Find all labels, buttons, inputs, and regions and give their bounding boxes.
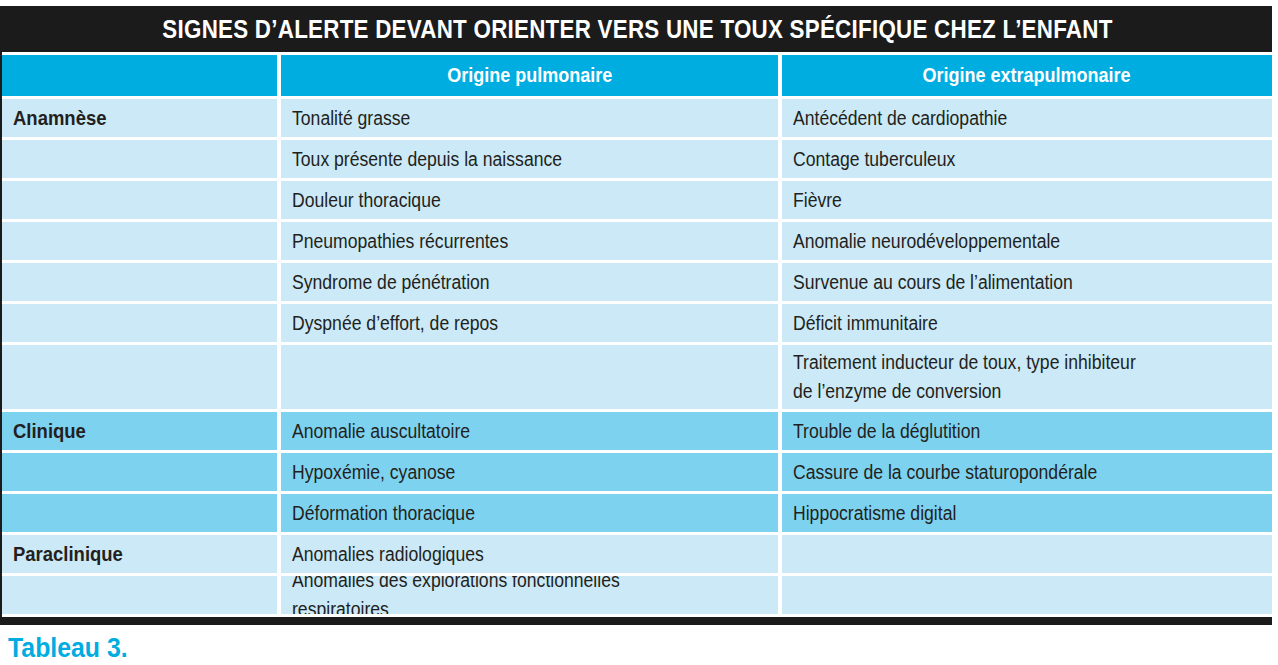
cell-text: Syndrome de pénétration bbox=[292, 268, 490, 297]
table-title: SIGNES D’ALERTE DEVANT ORIENTER VERS UNE… bbox=[162, 14, 1112, 45]
pulmonary-cell: Déformation thoracique bbox=[281, 494, 778, 532]
column-header-row: Origine pulmonaire Origine extrapulmonai… bbox=[2, 55, 1272, 96]
row-group-label-cell bbox=[2, 263, 277, 301]
cell-text: Toux présente depuis la naissance bbox=[292, 145, 562, 174]
table-row: Clinique Anomalie auscultatoire Trouble de… bbox=[2, 412, 1272, 450]
row-group-label-cell bbox=[2, 140, 277, 178]
cell-text: Hypoxémie, cyanose bbox=[292, 458, 455, 487]
row-group-label-cell bbox=[2, 494, 277, 532]
pulmonary-cell: Anomalies des explorations fonctionnelle… bbox=[281, 576, 778, 614]
cell-text: Anamnèse bbox=[13, 103, 106, 133]
cell-text: Tonalité grasse bbox=[292, 104, 410, 133]
cell-text: Clinique bbox=[13, 416, 86, 446]
extrapulmonary-cell: Cassure de la courbe staturopondérale bbox=[782, 453, 1272, 491]
pulmonary-cell bbox=[281, 345, 778, 409]
table-row: Hypoxémie, cyanose Cassure de la courbe s… bbox=[2, 453, 1272, 491]
table-body: Anamnèse Tonalité grasse Antécédent de car… bbox=[2, 99, 1272, 614]
extrapulmonary-cell: Anomalie neurodéveloppementale bbox=[782, 222, 1272, 260]
pulmonary-cell: Anomalies radiologiques bbox=[281, 535, 778, 573]
row-group-label-cell: Paraclinique bbox=[2, 535, 277, 573]
cell-text: Anomalies radiologiques bbox=[292, 540, 484, 569]
extrapulmonary-cell bbox=[782, 535, 1272, 573]
extrapulmonary-cell: Survenue au cours de l’alimentation bbox=[782, 263, 1272, 301]
cell-text: Pneumopathies récurrentes bbox=[292, 227, 508, 256]
cell-text: Douleur thoracique bbox=[292, 186, 441, 215]
table-row: Traitement inducteur de toux, type inhib… bbox=[2, 345, 1272, 409]
column-header-empty bbox=[2, 55, 277, 96]
table-title-bar: SIGNES D’ALERTE DEVANT ORIENTER VERS UNE… bbox=[2, 6, 1272, 52]
extrapulmonary-cell: Contage tuberculeux bbox=[782, 140, 1272, 178]
table-row: Douleur thoracique Fièvre bbox=[2, 181, 1272, 219]
cell-text: Anomalie auscultatoire bbox=[292, 417, 470, 446]
table-row: Dyspnée d’effort, de repos Déficit immuni… bbox=[2, 304, 1272, 342]
pulmonary-cell: Anomalie auscultatoire bbox=[281, 412, 778, 450]
alert-signs-table: SIGNES D’ALERTE DEVANT ORIENTER VERS UNE… bbox=[0, 6, 1272, 625]
table-row: Anomalies des explorations fonctionnelle… bbox=[2, 576, 1272, 614]
extrapulmonary-cell: Traitement inducteur de toux, type inhib… bbox=[782, 345, 1272, 409]
pulmonary-cell: Hypoxémie, cyanose bbox=[281, 453, 778, 491]
cell-text: Anomalies des explorations fonctionnelle… bbox=[292, 576, 720, 614]
row-group-label-cell: Clinique bbox=[2, 412, 277, 450]
column-header-extrapulmonary-label: Origine extrapulmonaire bbox=[923, 64, 1131, 87]
page: SIGNES D’ALERTE DEVANT ORIENTER VERS UNE… bbox=[0, 0, 1278, 665]
cell-text: Paraclinique bbox=[13, 539, 123, 569]
table-caption: Tableau 3. bbox=[8, 633, 1176, 664]
cell-text: Hippocratisme digital bbox=[793, 499, 956, 528]
cell-text: Fièvre bbox=[793, 186, 842, 215]
pulmonary-cell: Douleur thoracique bbox=[281, 181, 778, 219]
row-group-label-cell bbox=[2, 345, 277, 409]
cell-text: Survenue au cours de l’alimentation bbox=[793, 268, 1073, 297]
cell-text: Dyspnée d’effort, de repos bbox=[292, 309, 498, 338]
extrapulmonary-cell: Hippocratisme digital bbox=[782, 494, 1272, 532]
cell-text: Déficit immunitaire bbox=[793, 309, 938, 338]
cell-text: Déformation thoracique bbox=[292, 499, 475, 528]
extrapulmonary-cell bbox=[782, 576, 1272, 614]
cell-text: Trouble de la déglutition bbox=[793, 417, 980, 446]
extrapulmonary-cell: Antécédent de cardiopathie bbox=[782, 99, 1272, 137]
row-group-label-cell bbox=[2, 453, 277, 491]
pulmonary-cell: Toux présente depuis la naissance bbox=[281, 140, 778, 178]
table-row: Pneumopathies récurrentes Anomalie neurod… bbox=[2, 222, 1272, 260]
row-group-label-cell bbox=[2, 181, 277, 219]
cell-text: Traitement inducteur de toux, type inhib… bbox=[793, 348, 1136, 406]
column-header-pulmonary-label: Origine pulmonaire bbox=[447, 64, 612, 87]
pulmonary-cell: Dyspnée d’effort, de repos bbox=[281, 304, 778, 342]
column-header-pulmonary: Origine pulmonaire bbox=[281, 55, 778, 96]
extrapulmonary-cell: Fièvre bbox=[782, 181, 1272, 219]
table-row: Syndrome de pénétration Survenue au cours… bbox=[2, 263, 1272, 301]
pulmonary-cell: Pneumopathies récurrentes bbox=[281, 222, 778, 260]
table-row: Anamnèse Tonalité grasse Antécédent de car… bbox=[2, 99, 1272, 137]
cell-text: Cassure de la courbe staturopondérale bbox=[793, 458, 1097, 487]
column-header-extrapulmonary: Origine extrapulmonaire bbox=[782, 55, 1272, 96]
row-group-label-cell bbox=[2, 222, 277, 260]
row-group-label-cell bbox=[2, 304, 277, 342]
table-row: Paraclinique Anomalies radiologiques bbox=[2, 535, 1272, 573]
pulmonary-cell: Syndrome de pénétration bbox=[281, 263, 778, 301]
table-row: Déformation thoracique Hippocratisme digi… bbox=[2, 494, 1272, 532]
cell-text: Anomalie neurodéveloppementale bbox=[793, 227, 1060, 256]
cell-text: Antécédent de cardiopathie bbox=[793, 104, 1007, 133]
extrapulmonary-cell: Trouble de la déglutition bbox=[782, 412, 1272, 450]
extrapulmonary-cell: Déficit immunitaire bbox=[782, 304, 1272, 342]
row-group-label-cell: Anamnèse bbox=[2, 99, 277, 137]
table-row: Toux présente depuis la naissance Contage… bbox=[2, 140, 1272, 178]
table-bottom-border bbox=[2, 617, 1272, 625]
row-group-label-cell bbox=[2, 576, 277, 614]
cell-text: Contage tuberculeux bbox=[793, 145, 955, 174]
pulmonary-cell: Tonalité grasse bbox=[281, 99, 778, 137]
